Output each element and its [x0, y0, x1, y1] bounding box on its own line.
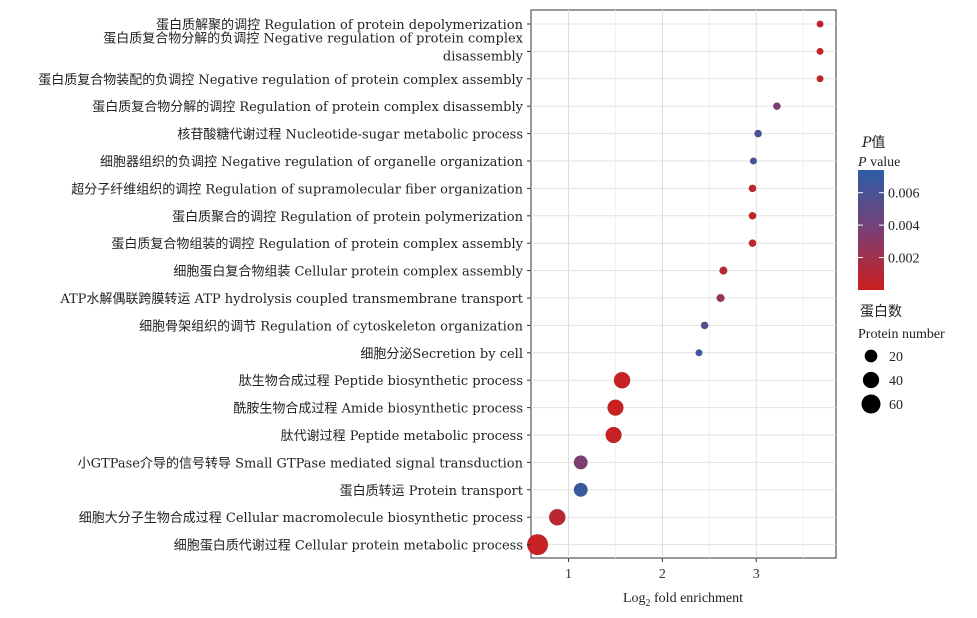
size-legend-dot — [864, 349, 878, 363]
category-label: 细胞蛋白复合物组装 Cellular protein complex assem… — [173, 264, 523, 280]
x-tick-label: 1 — [565, 567, 572, 582]
data-point — [607, 399, 624, 416]
category-label: 蛋白质复合物分解的调控 Regulation of protein comple… — [92, 99, 523, 115]
category-label: 蛋白质解聚的调控 Regulation of protein depolymer… — [156, 17, 524, 33]
data-point — [573, 482, 588, 497]
data-point — [719, 266, 728, 275]
category-label: 小GTPase介导的信号转导 Small GTPase mediated sig… — [78, 455, 524, 471]
category-label: 超分子纤维组织的调控 Regulation of supramolecular … — [71, 181, 523, 197]
data-point — [748, 211, 757, 220]
size-legend-label: 20 — [889, 350, 903, 365]
grid-lines — [531, 10, 836, 558]
category-label: 蛋白质聚合的调控 Regulation of protein polymeriz… — [172, 209, 523, 225]
category-label: 蛋白质复合物装配的负调控 Negative regulation of prot… — [38, 72, 523, 88]
size-legend-label: 60 — [889, 398, 903, 413]
category-label: 蛋白质复合物组装的调控 Regulation of protein comple… — [111, 236, 523, 252]
size-legend-dot — [862, 371, 880, 389]
category-labels: 蛋白质解聚的调控 Regulation of protein depolymer… — [38, 17, 531, 554]
data-point — [749, 157, 758, 165]
size-legend: 蛋白数 Protein number 20 40 60 — [858, 304, 945, 414]
color-legend: P值 P value 0.006 0.004 0.002 — [857, 135, 920, 290]
data-point — [716, 293, 725, 303]
category-label: 细胞器组织的负调控 Negative regulation of organel… — [100, 154, 524, 170]
data-point — [772, 102, 781, 111]
category-label: 细胞分泌Secretion by cell — [360, 347, 523, 362]
category-label: 蛋白质转运 Protein transport — [340, 483, 524, 499]
data-point — [816, 75, 824, 83]
data-points — [526, 20, 824, 556]
data-point — [548, 508, 566, 526]
data-point — [605, 426, 622, 444]
color-legend-tick-label: 0.006 — [888, 187, 920, 202]
x-tick-label: 2 — [659, 567, 666, 582]
size-legend-dot — [861, 394, 881, 414]
x-axis-title: Log2 fold enrichment — [623, 591, 743, 609]
data-point — [613, 371, 631, 389]
data-point — [748, 239, 757, 248]
category-label: 肽生物合成过程 Peptide biosynthetic process — [239, 374, 523, 389]
size-legend-title-cn: 蛋白数 — [860, 304, 902, 320]
category-label: disassembly — [443, 49, 524, 64]
size-legend-label: 40 — [889, 374, 903, 389]
color-legend-title: P值 — [861, 135, 885, 151]
data-point — [695, 349, 703, 357]
color-legend-tick-label: 0.004 — [888, 219, 920, 234]
data-point — [700, 321, 709, 330]
category-label: 蛋白质复合物分解的负调控 Negative regulation of prot… — [103, 30, 523, 46]
data-point — [754, 129, 763, 138]
plot-panel — [530, 9, 837, 559]
data-point — [748, 184, 757, 193]
size-legend-title-en: Protein number — [858, 327, 945, 342]
data-point — [816, 47, 824, 56]
category-label: ATP水解偶联跨膜转运 ATP hydrolysis coupled trans… — [59, 292, 523, 307]
color-legend-bar — [858, 170, 884, 290]
category-label: 肽代谢过程 Peptide metabolic process — [281, 428, 523, 444]
category-label: 细胞大分子生物合成过程 Cellular macromolecule biosy… — [79, 511, 523, 526]
color-legend-tick-label: 0.002 — [888, 252, 920, 267]
category-label: 细胞蛋白质代谢过程 Cellular protein metabolic pro… — [174, 538, 523, 554]
data-point — [816, 20, 824, 28]
category-label: 细胞骨架组织的调节 Regulation of cytoskeleton org… — [139, 318, 523, 334]
x-tick-label: 3 — [753, 567, 760, 582]
category-label: 核苷酸糖代谢过程 Nucleotide-sugar metabolic proc… — [177, 127, 523, 143]
color-legend-subtitle: P value — [857, 155, 900, 170]
category-label: 酰胺生物合成过程 Amide biosynthetic process — [233, 402, 523, 417]
data-point — [573, 455, 588, 470]
x-axis: 1 2 3 — [565, 558, 760, 582]
